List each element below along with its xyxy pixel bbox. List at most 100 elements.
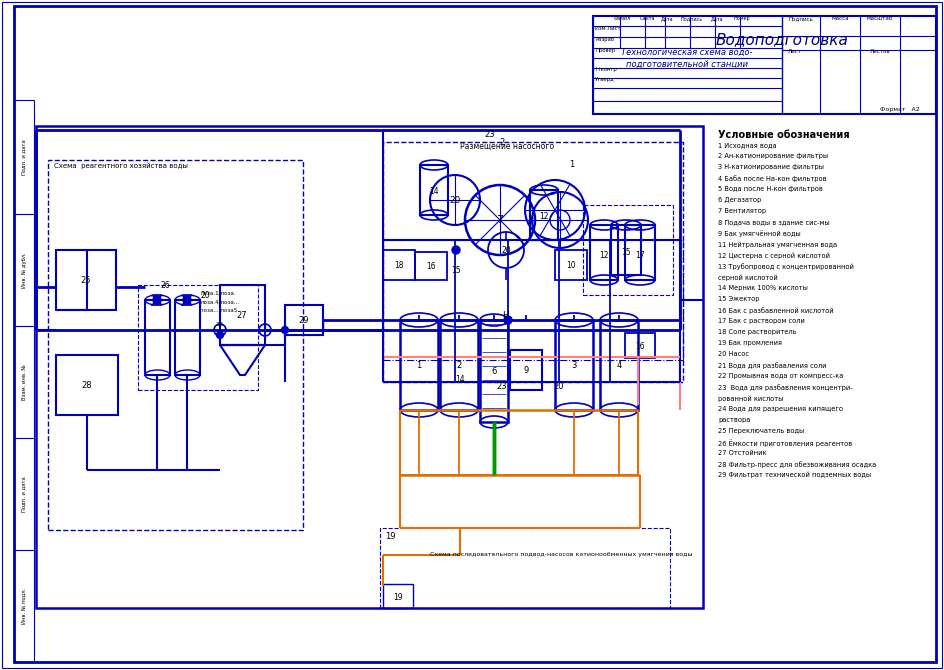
Text: 27 Отстойник: 27 Отстойник: [718, 450, 767, 456]
Text: Масса: Масса: [831, 16, 849, 21]
Text: Утверд: Утверд: [595, 77, 615, 82]
Text: Технологическая схема водо-: Технологическая схема водо-: [621, 48, 752, 56]
Bar: [400, 320, 438, 410]
Text: 11 Нейтральная умягченная вода: 11 Нейтральная умягченная вода: [718, 241, 837, 247]
Text: 1: 1: [569, 160, 575, 169]
Bar: [593, 16, 936, 114]
Text: Н: Н: [501, 310, 509, 320]
Text: 22 Промывная вода от компресс-ка: 22 Промывная вода от компресс-ка: [718, 373, 843, 379]
Text: 12 Цистерна с серной кислотой: 12 Цистерна с серной кислотой: [718, 252, 830, 259]
Text: 20: 20: [501, 245, 511, 255]
Text: 15: 15: [621, 247, 631, 257]
Bar: [600, 320, 638, 410]
Text: 25 Переключатель воды: 25 Переключатель воды: [718, 428, 804, 434]
Text: Взам. инв. №: Взам. инв. №: [22, 364, 26, 400]
Text: 26: 26: [160, 281, 170, 290]
Text: Водоподготовка: Водоподготовка: [716, 33, 849, 48]
Text: Номер: Номер: [733, 16, 750, 21]
Circle shape: [216, 332, 224, 338]
Text: 23: 23: [484, 130, 496, 139]
Text: Дата: Дата: [711, 16, 723, 21]
Text: Инв. № дубл.: Инв. № дубл.: [22, 252, 26, 288]
Text: 18 Соле растворитель: 18 Соле растворитель: [718, 329, 797, 335]
Bar: [14, 100, 34, 662]
Bar: [530, 190, 558, 240]
Text: Провер: Провер: [595, 48, 615, 53]
Text: 5 Вода после Н-кон фильтров: 5 Вода после Н-кон фильтров: [718, 186, 823, 192]
Text: 26 Ёмкости приготовления реагентов: 26 Ёмкости приготовления реагентов: [718, 439, 852, 447]
Text: поза.1/поза.: поза.1/поза.: [200, 290, 236, 295]
Text: Подп. и дата: Подп. и дата: [22, 476, 26, 512]
Text: 13 Трубопровод с концентрированной: 13 Трубопровод с концентрированной: [718, 263, 854, 270]
Text: подготовительной станции: подготовительной станции: [626, 60, 748, 68]
Text: 6: 6: [491, 366, 497, 375]
Text: 16 Бак с разбавленной кислотой: 16 Бак с разбавленной кислотой: [718, 307, 834, 314]
Bar: [510, 350, 542, 390]
Text: Схема  реагентного хозяйства воды: Схема реагентного хозяйства воды: [54, 162, 188, 168]
Text: Размещение насосного: Размещение насосного: [460, 142, 554, 151]
Bar: [383, 584, 413, 608]
Text: 3: 3: [571, 360, 577, 369]
Text: 25: 25: [81, 275, 92, 285]
Text: 24 Вода для разрешения кипящего: 24 Вода для разрешения кипящего: [718, 406, 843, 412]
Text: 1: 1: [416, 360, 422, 369]
Text: 2: 2: [456, 360, 462, 369]
Text: 14: 14: [430, 186, 439, 196]
Text: 7: 7: [497, 215, 503, 225]
Text: рованной кислоты: рованной кислоты: [718, 395, 784, 401]
Text: 20: 20: [449, 196, 461, 204]
Bar: [583, 205, 673, 295]
Bar: [220, 285, 265, 345]
Text: поза... поза5: поза... поза5: [200, 308, 237, 313]
Bar: [145, 300, 170, 375]
Bar: [625, 225, 655, 280]
Text: 7 Вентилятор: 7 Вентилятор: [718, 208, 767, 214]
Bar: [56, 355, 118, 415]
Bar: [380, 528, 670, 608]
Text: 21 Вода для разбавления соли: 21 Вода для разбавления соли: [718, 362, 827, 368]
Bar: [138, 285, 258, 390]
Text: Санта: Санта: [639, 16, 655, 21]
Text: 29 Фильтрат технической подземных воды: 29 Фильтрат технической подземных воды: [718, 472, 871, 478]
Text: 4 Баба после Нa-кон фильтров: 4 Баба после Нa-кон фильтров: [718, 175, 827, 182]
Text: 15: 15: [451, 265, 461, 275]
Bar: [555, 250, 587, 280]
Text: 28: 28: [82, 381, 93, 389]
Bar: [625, 333, 655, 358]
Text: 8 Подача воды в здание сис-мы: 8 Подача воды в здание сис-мы: [718, 219, 830, 225]
Text: Схема последовательного подвод-насосов катионообменных умягчения воды: Схема последовательного подвод-насосов к…: [430, 552, 693, 557]
Text: поза.4/поза...: поза.4/поза...: [200, 299, 239, 304]
Text: 14: 14: [455, 375, 464, 384]
Bar: [440, 320, 478, 410]
Text: 16: 16: [426, 261, 436, 271]
Text: 20: 20: [554, 382, 565, 391]
Bar: [56, 250, 116, 310]
Bar: [48, 160, 303, 530]
Text: 29: 29: [298, 316, 310, 324]
Text: Условные обозначения: Условные обозначения: [718, 130, 850, 140]
Bar: [555, 320, 593, 410]
Text: Дата: Дата: [661, 16, 673, 21]
Text: 9: 9: [523, 366, 529, 375]
Text: 28 Фильтр-пресс для обезвоживания осадка: 28 Фильтр-пресс для обезвоживания осадка: [718, 461, 876, 468]
Bar: [611, 225, 641, 275]
Text: Листов: Листов: [869, 49, 890, 54]
Text: Инв. № подл.: Инв. № подл.: [22, 588, 26, 624]
Circle shape: [183, 296, 191, 304]
Circle shape: [504, 316, 512, 324]
Text: 20: 20: [215, 322, 223, 327]
Text: 12: 12: [599, 251, 609, 259]
Text: 15 Эжектор: 15 Эжектор: [718, 296, 760, 302]
Text: 17 Бак с раствором соли: 17 Бак с раствором соли: [718, 318, 805, 324]
Bar: [590, 225, 618, 280]
Text: Подпись: Подпись: [681, 16, 703, 21]
Bar: [36, 126, 703, 608]
Text: 9 Бак умягчённой воды: 9 Бак умягчённой воды: [718, 230, 801, 237]
Bar: [420, 165, 448, 215]
Text: 27: 27: [237, 310, 247, 320]
Bar: [175, 300, 200, 375]
Text: 18: 18: [395, 261, 404, 269]
Bar: [480, 320, 508, 422]
Text: Масштаб: Масштаб: [867, 16, 893, 21]
Text: 20: 20: [200, 291, 210, 299]
